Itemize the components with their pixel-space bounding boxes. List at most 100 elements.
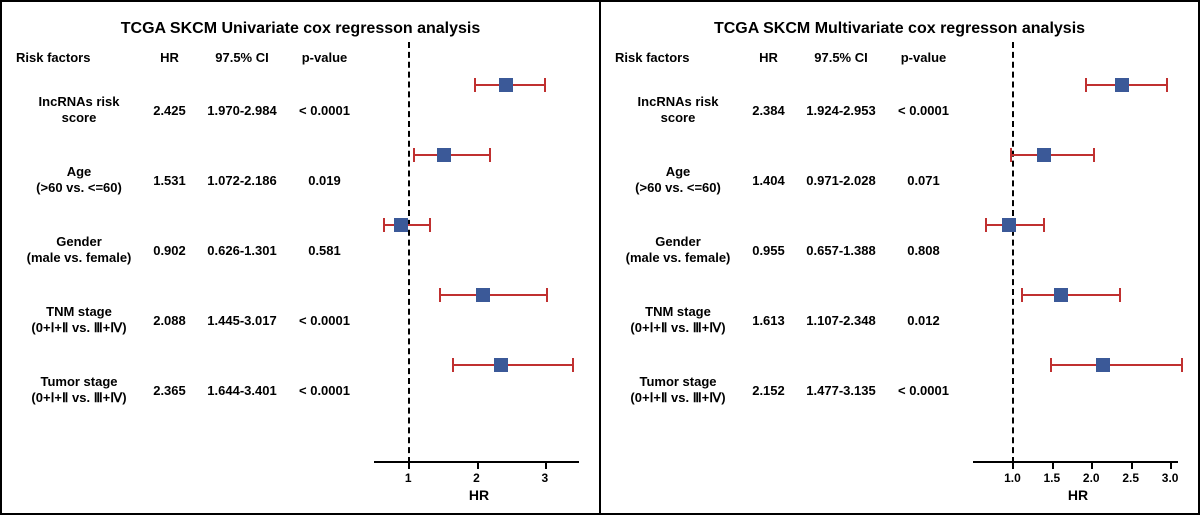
forest-plot-container: TCGA SKCM Univariate cox regresson analy… [0, 0, 1200, 515]
pval-value: < 0.0001 [886, 383, 961, 398]
hr-value: 0.902 [142, 243, 197, 258]
ci-whisker-end [572, 358, 574, 372]
hr-value: 2.152 [741, 383, 796, 398]
ci-whisker [1050, 364, 1181, 366]
panel-title: TCGA SKCM Multivariate cox regresson ana… [611, 20, 1188, 38]
ci-value: 1.107-2.348 [796, 313, 886, 328]
header-pval: p-value [287, 50, 362, 65]
panel-title: TCGA SKCM Univariate cox regresson analy… [12, 20, 589, 38]
univariate-panel: TCGA SKCM Univariate cox regresson analy… [2, 2, 601, 513]
ci-whisker [439, 294, 546, 296]
ci-value: 1.477-3.135 [796, 383, 886, 398]
ci-whisker-end [1043, 218, 1045, 232]
axis-tick-label: 2 [473, 471, 480, 485]
axis-tick-label: 1.5 [1044, 471, 1061, 485]
pval-value: 0.581 [287, 243, 362, 258]
pval-value: 0.012 [886, 313, 961, 328]
axis-tick [408, 463, 410, 469]
reference-line [408, 42, 410, 463]
axis-tick [1170, 463, 1172, 469]
pval-value: 0.071 [886, 173, 961, 188]
hr-value: 2.365 [142, 383, 197, 398]
factor-label: Gender(male vs. female) [12, 234, 142, 267]
ci-whisker-end [1093, 148, 1095, 162]
hr-marker [1115, 78, 1129, 92]
ci-whisker [1010, 154, 1093, 156]
factor-label: Tumor stage(0+Ⅰ+Ⅱ vs. Ⅲ+Ⅳ) [12, 374, 142, 407]
factor-label: Age(>60 vs. <=60) [611, 164, 741, 197]
pval-value: 0.808 [886, 243, 961, 258]
hr-marker [499, 78, 513, 92]
multivariate-panel: TCGA SKCM Multivariate cox regresson ana… [601, 2, 1198, 513]
header-hr: HR [741, 50, 796, 65]
pval-value: < 0.0001 [287, 313, 362, 328]
ci-whisker-end [1010, 148, 1012, 162]
hr-value: 1.613 [741, 313, 796, 328]
ci-whisker-end [544, 78, 546, 92]
hr-marker [437, 148, 451, 162]
ci-whisker [1021, 294, 1119, 296]
hr-value: 0.955 [741, 243, 796, 258]
hr-value: 2.425 [142, 103, 197, 118]
ci-value: 1.644-3.401 [197, 383, 287, 398]
hr-marker [1037, 148, 1051, 162]
hr-value: 1.531 [142, 173, 197, 188]
ci-value: 1.445-3.017 [197, 313, 287, 328]
ci-value: 1.924-2.953 [796, 103, 886, 118]
axis-line [973, 461, 1178, 463]
ci-whisker-end [383, 218, 385, 232]
ci-whisker-end [474, 78, 476, 92]
factor-label: IncRNAs riskscore [12, 94, 142, 127]
hr-marker [1054, 288, 1068, 302]
header-factor: Risk factors [12, 50, 142, 65]
axis-tick-label: 1.0 [1004, 471, 1021, 485]
hr-marker [494, 358, 508, 372]
axis-tick-label: 2.0 [1083, 471, 1100, 485]
ci-value: 0.626-1.301 [197, 243, 287, 258]
ci-value: 0.657-1.388 [796, 243, 886, 258]
factor-label: TNM stage(0+Ⅰ+Ⅱ vs. Ⅲ+Ⅳ) [611, 304, 741, 337]
ci-whisker-end [1181, 358, 1183, 372]
axis-tick [545, 463, 547, 469]
pval-value: < 0.0001 [287, 383, 362, 398]
ci-whisker-end [985, 218, 987, 232]
hr-marker [1096, 358, 1110, 372]
axis-title: HR [379, 487, 579, 503]
axis-tick-label: 3.0 [1162, 471, 1179, 485]
header-factor: Risk factors [611, 50, 741, 65]
factor-label: Gender(male vs. female) [611, 234, 741, 267]
factor-label: Age(>60 vs. <=60) [12, 164, 142, 197]
axis-tick-label: 1 [405, 471, 412, 485]
plot-area-univariate: 123 [374, 42, 579, 463]
pval-value: < 0.0001 [287, 103, 362, 118]
ci-whisker-end [452, 358, 454, 372]
axis-tick [477, 463, 479, 469]
header-hr: HR [142, 50, 197, 65]
ci-value: 1.072-2.186 [197, 173, 287, 188]
ci-whisker-end [1166, 78, 1168, 92]
ci-whisker-end [439, 288, 441, 302]
factor-label: Tumor stage(0+Ⅰ+Ⅱ vs. Ⅲ+Ⅳ) [611, 374, 741, 407]
ci-whisker-end [1085, 78, 1087, 92]
hr-value: 2.088 [142, 313, 197, 328]
hr-marker [476, 288, 490, 302]
axis-tick [1131, 463, 1133, 469]
header-pval: p-value [886, 50, 961, 65]
pval-value: < 0.0001 [886, 103, 961, 118]
factor-label: IncRNAs riskscore [611, 94, 741, 127]
ci-whisker-end [546, 288, 548, 302]
ci-value: 0.971-2.028 [796, 173, 886, 188]
ci-whisker-end [1050, 358, 1052, 372]
pval-value: 0.019 [287, 173, 362, 188]
hr-marker [394, 218, 408, 232]
ci-whisker-end [429, 218, 431, 232]
factor-label: TNM stage(0+Ⅰ+Ⅱ vs. Ⅲ+Ⅳ) [12, 304, 142, 337]
ci-whisker [452, 364, 572, 366]
hr-value: 1.404 [741, 173, 796, 188]
ci-whisker-end [1021, 288, 1023, 302]
axis-tick [1091, 463, 1093, 469]
ci-whisker-end [413, 148, 415, 162]
axis-tick-label: 3 [541, 471, 548, 485]
ci-whisker-end [489, 148, 491, 162]
plot-area-multivariate: 1.01.52.02.53.0 [973, 42, 1178, 463]
